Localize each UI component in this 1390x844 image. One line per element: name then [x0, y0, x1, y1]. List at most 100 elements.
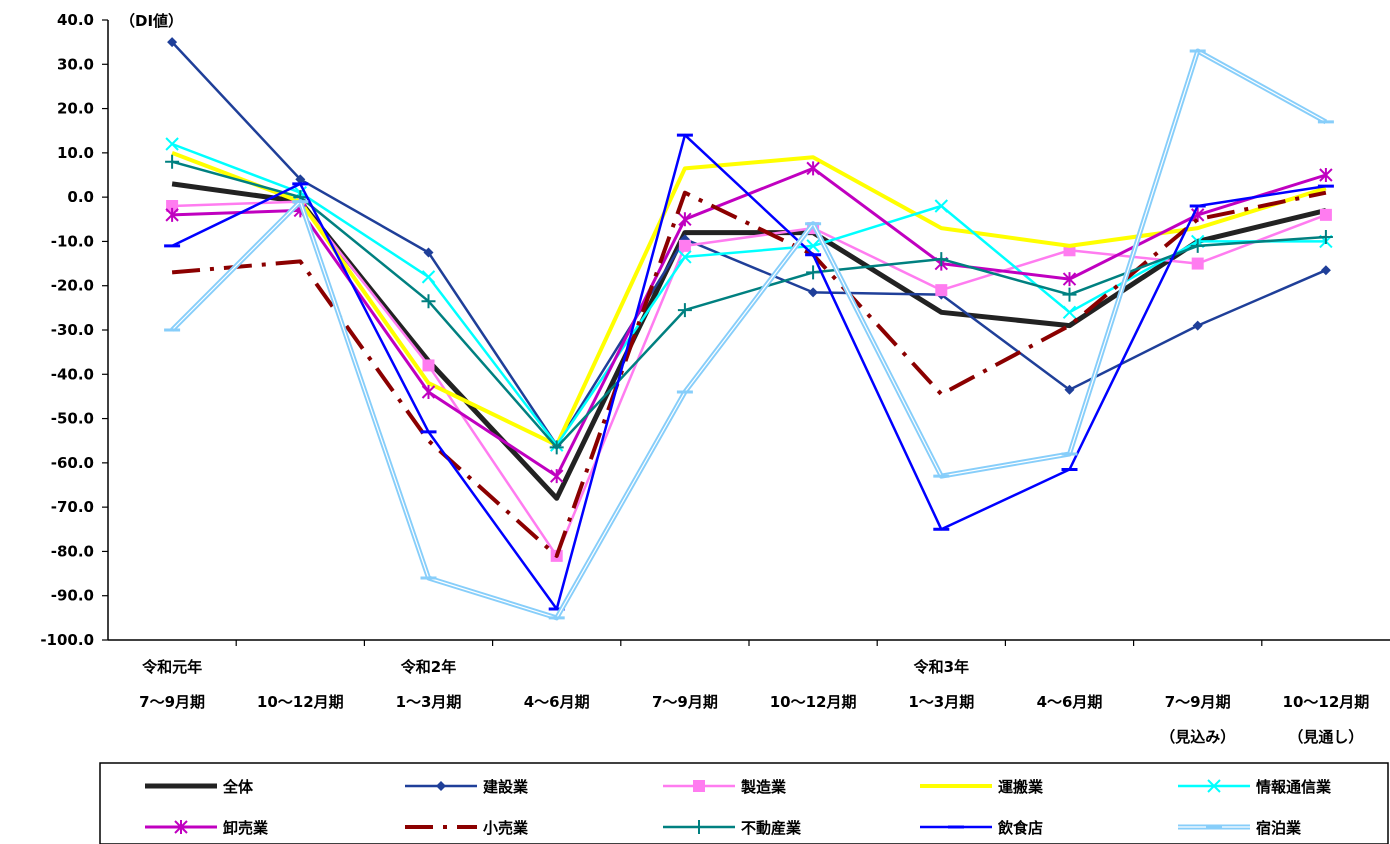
legend-box	[99, 762, 1389, 844]
series-2	[167, 37, 1331, 451]
y-tick-label: -10.0	[51, 232, 94, 250]
y-tick-label: -90.0	[51, 587, 94, 605]
legend-label: 卸売業	[223, 819, 269, 837]
series-10	[164, 48, 1334, 621]
series-7	[171, 190, 1327, 558]
legend-item: 建設業	[405, 778, 529, 796]
y-tick-label: -60.0	[51, 454, 94, 472]
plot-area	[164, 37, 1334, 621]
data-point	[421, 270, 436, 284]
series-8	[165, 154, 1333, 455]
series-line	[171, 181, 1327, 501]
x-tick-label: 7～9月期	[139, 693, 205, 711]
legend-item: 不動産業	[663, 819, 802, 837]
data-point	[165, 154, 180, 169]
data-point	[166, 200, 179, 212]
data-point	[806, 161, 820, 176]
series-line	[171, 151, 1327, 448]
data-point	[1192, 320, 1203, 331]
x-tick-label: 7～9月期	[1165, 693, 1231, 711]
x-tick-label: 令和2年	[401, 658, 456, 676]
data-point	[295, 174, 306, 185]
x-tick-label: 10～12月期	[1283, 693, 1370, 711]
series-1	[171, 181, 1327, 501]
data-point	[421, 294, 436, 309]
legend-label: 全体	[222, 778, 254, 796]
data-point	[693, 780, 705, 792]
data-point	[1190, 207, 1205, 222]
legend-label: 建設業	[483, 778, 529, 796]
data-point	[678, 239, 691, 252]
data-point	[1318, 230, 1333, 244]
data-point	[934, 252, 949, 267]
data-point	[549, 440, 564, 455]
y-tick-label: -50.0	[51, 410, 94, 428]
x-tick-label: 7～9月期	[652, 693, 718, 711]
series-line	[171, 142, 1326, 447]
legend-label: 製造業	[740, 778, 787, 796]
data-point	[1062, 287, 1077, 302]
x-tick-label: 10～12月期	[770, 693, 857, 711]
y-tick-label: 10.0	[57, 144, 94, 162]
y-tick-label: -100.0	[40, 631, 94, 649]
x-tick-label: 1～3月期	[908, 693, 974, 711]
series-line	[171, 160, 1326, 449]
data-point	[549, 469, 564, 484]
y-axis-label: （DI値）	[120, 12, 183, 30]
data-point	[421, 385, 436, 399]
series-line	[172, 166, 1327, 478]
x-axis: 令和元年 7～9月期 10～12月期 令和2年 1～3月期 4～6月期 7～9月期 10～12…	[108, 639, 1390, 746]
data-point	[935, 284, 948, 297]
series-4	[171, 151, 1327, 448]
x-tick-label: 4～6月期	[524, 693, 590, 711]
legend-label: 小売業	[483, 819, 529, 837]
x-tick-label: （見通し）	[1288, 728, 1363, 746]
series-line-inner	[171, 50, 1327, 619]
series-line	[171, 41, 1327, 447]
data-point	[1062, 272, 1077, 287]
data-point	[1319, 168, 1333, 182]
data-point	[1320, 265, 1331, 276]
data-point	[1063, 244, 1076, 257]
y-tick-label: -80.0	[51, 542, 94, 560]
legend-item: 宿泊業	[1178, 819, 1302, 837]
legend-item: 運搬業	[920, 778, 1044, 796]
data-point	[422, 359, 435, 372]
legend-item: 飲食店	[920, 819, 1043, 837]
data-point	[808, 287, 819, 298]
legend-label: 運搬業	[998, 778, 1044, 796]
x-tick-label: 10～12月期	[257, 693, 344, 711]
data-point	[678, 212, 692, 227]
legend-label: 飲食店	[997, 819, 1043, 837]
y-tick-label: 30.0	[57, 55, 94, 73]
series-9	[164, 133, 1334, 611]
data-point	[692, 820, 706, 834]
series-line	[171, 133, 1327, 611]
data-point	[436, 781, 446, 791]
legend-label: 宿泊業	[1256, 819, 1302, 837]
legend-label: 情報通信業	[1256, 778, 1332, 796]
legend-item: 小売業	[405, 819, 529, 837]
data-point	[678, 250, 692, 264]
data-point	[677, 303, 692, 318]
y-axis: 40.0 30.0 20.0 10.0 0.0 -10.0 -20.0 -30.0 -40.0 -…	[40, 11, 109, 649]
data-point	[165, 137, 179, 151]
x-tick-label: 1～3月期	[396, 693, 462, 711]
y-tick-label: -40.0	[51, 365, 94, 383]
data-point	[934, 199, 949, 213]
legend-item: 全体	[145, 778, 254, 796]
x-tick-label: 令和3年	[914, 658, 969, 676]
data-point	[1190, 238, 1205, 253]
data-point	[1319, 208, 1332, 221]
data-point	[1064, 384, 1075, 395]
y-tick-label: -20.0	[51, 277, 94, 295]
data-point	[165, 207, 179, 222]
x-tick-label: （見込み）	[1160, 728, 1235, 746]
legend-item: 製造業	[663, 778, 787, 796]
data-point	[806, 265, 821, 280]
data-point	[167, 37, 178, 48]
legend-item: 情報通信業	[1178, 778, 1332, 796]
data-point	[1191, 257, 1204, 270]
